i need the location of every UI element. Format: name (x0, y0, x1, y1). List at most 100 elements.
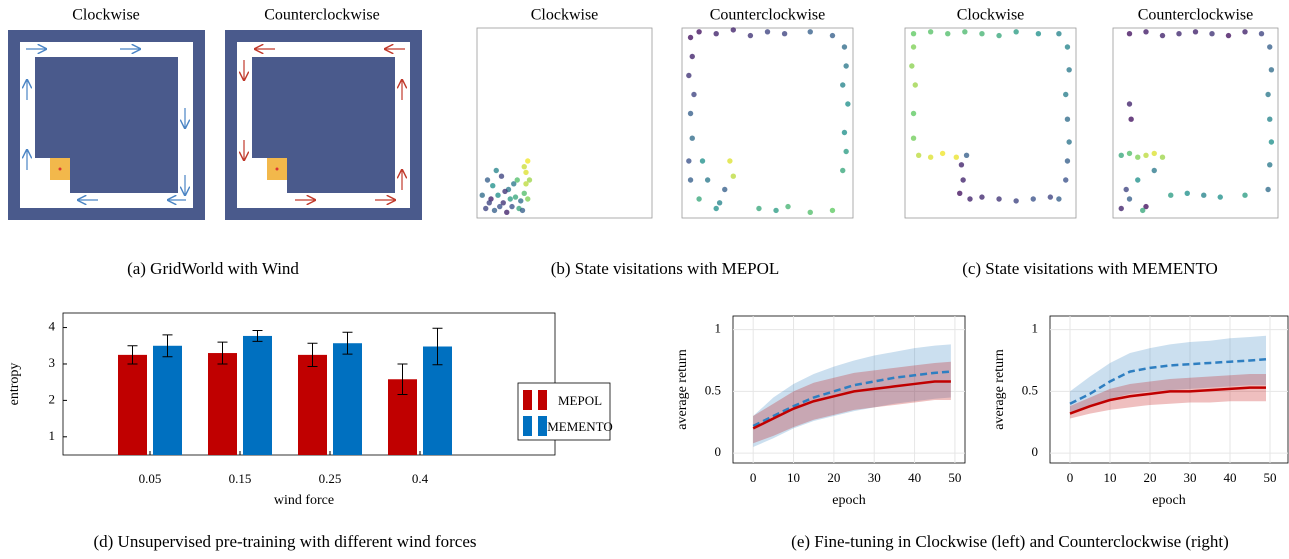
visit-point (1064, 158, 1071, 164)
visit-point (909, 63, 915, 69)
visit-point (1056, 196, 1062, 202)
visit-point (1268, 139, 1275, 145)
y-axis-label: average return (992, 349, 1007, 429)
visit-point (845, 101, 851, 107)
visit-point (1192, 29, 1199, 35)
visit-point (843, 63, 849, 69)
visit-point (687, 177, 694, 183)
error-bar (252, 329, 263, 342)
y-tick-label: 3 (49, 355, 56, 370)
visit-point (519, 207, 526, 214)
visit-point (521, 164, 527, 170)
visit-point (967, 196, 973, 202)
legend-swatch (523, 416, 532, 436)
visit-point (807, 29, 813, 35)
visit-point (962, 29, 968, 35)
visit-point (484, 177, 491, 183)
visit-point (696, 196, 702, 202)
visit-point (716, 200, 723, 206)
caption: (c) State visitations with MEMENTO (962, 259, 1218, 278)
visit-point (498, 173, 505, 179)
x-tick-label: 20 (827, 470, 840, 485)
visit-point (756, 205, 762, 212)
visit-point (1242, 29, 1248, 35)
visit-point (1265, 186, 1271, 193)
visit-point (1063, 91, 1069, 98)
error-bar (217, 341, 228, 365)
x-axis-label: epoch (1152, 493, 1185, 508)
visit-point (1143, 152, 1149, 158)
visit-point (1201, 192, 1207, 198)
visit-point (1013, 198, 1019, 204)
visit-point (691, 91, 697, 98)
plot-frame (732, 315, 966, 464)
panel-title: Counterclockwise (710, 7, 826, 24)
bar (333, 343, 362, 455)
x-tick-label: 50 (948, 470, 961, 485)
visit-point (1225, 32, 1232, 39)
visit-point (686, 72, 692, 79)
visit-point (511, 181, 517, 187)
legend-box (517, 382, 611, 441)
visit-point (1126, 150, 1133, 157)
visit-point (841, 44, 848, 50)
visit-point (486, 200, 492, 206)
visit-point (957, 190, 963, 196)
error-bar (127, 345, 138, 365)
y-tick-label: 2 (49, 391, 56, 406)
caption: (d) Unsupervised pre-training with diffe… (93, 532, 476, 551)
visit-point (1135, 154, 1141, 160)
visit-point (1159, 154, 1166, 160)
visit-point (704, 177, 711, 183)
visit-point (1242, 192, 1248, 198)
visit-point (1066, 67, 1072, 73)
visit-point (518, 198, 524, 204)
bar (243, 335, 272, 455)
x-tick-label: 0 (1067, 470, 1074, 485)
visit-point (713, 31, 719, 37)
confidence-band (1070, 335, 1266, 413)
x-tick-label: 0.05 (139, 471, 162, 486)
visit-point (1143, 203, 1149, 210)
bar (208, 353, 237, 455)
visit-point (1128, 116, 1134, 122)
visit-point (500, 200, 506, 206)
x-tick-label: 30 (1184, 470, 1197, 485)
error-bar (432, 327, 443, 366)
visit-point (996, 196, 1002, 202)
visit-point (523, 181, 529, 187)
visit-point (1064, 44, 1071, 50)
visit-point (727, 158, 733, 164)
visit-point (1168, 192, 1174, 198)
legend-swatch (538, 416, 547, 436)
visit-point (1118, 152, 1124, 158)
x-tick-label: 0.15 (229, 471, 252, 486)
bar (153, 345, 182, 455)
return-line (1069, 357, 1267, 405)
panel-title: Clockwise (957, 7, 1025, 24)
x-tick-label: 10 (1104, 470, 1117, 485)
visit-point (1123, 186, 1129, 193)
visit-point (910, 31, 917, 37)
visit-point (1268, 67, 1275, 73)
legend-swatch (538, 390, 547, 410)
visit-point (1066, 139, 1072, 145)
visit-point (686, 158, 692, 164)
visit-point (1035, 31, 1042, 37)
visit-point (764, 29, 771, 35)
visit-point (910, 135, 917, 141)
visit-point (841, 129, 848, 136)
visit-point (1258, 31, 1265, 37)
visit-point (1140, 207, 1146, 214)
y-axis-label: entropy (7, 363, 22, 406)
visit-point (699, 158, 706, 164)
visit-point (1056, 31, 1062, 37)
visit-point (927, 29, 934, 35)
caption: (b) State visitations with MEPOL (551, 259, 780, 278)
visit-point (525, 158, 531, 164)
visit-point (1265, 91, 1271, 98)
visit-point (1126, 101, 1133, 107)
error-bar (162, 334, 173, 358)
visit-point (491, 207, 498, 214)
